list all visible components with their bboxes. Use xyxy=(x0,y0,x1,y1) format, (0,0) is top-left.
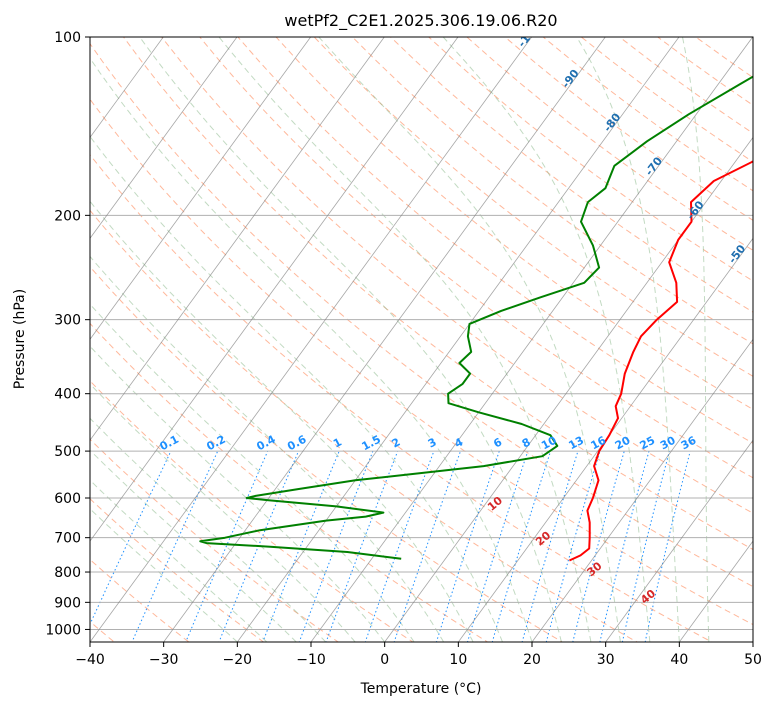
moist-adiabat-line xyxy=(90,383,356,642)
y-tick-label: 1000 xyxy=(45,622,81,638)
x-axis-ticks: −40 −30 −20 −10 0 10 20 30 40 50 xyxy=(75,642,762,668)
moist-adiabat-line xyxy=(90,345,386,642)
dry-adiabat-line xyxy=(90,42,753,588)
y-tick-label: 100 xyxy=(54,30,81,46)
moist-adiabats xyxy=(90,37,710,642)
moist-adiabat-line xyxy=(681,37,710,642)
plot-area: 0.10.20.40.611.52346810131620253036-100-… xyxy=(90,37,753,642)
x-tick-label: 10 xyxy=(449,652,467,668)
moist-adiabat-line xyxy=(90,303,415,642)
y-axis-ticks: 100 200 300 400 500 600 700 800 900 1000 xyxy=(45,30,90,638)
moist-adiabat-line xyxy=(218,37,592,642)
x-tick-label: 0 xyxy=(380,652,389,668)
moist-adiabat-line xyxy=(139,37,562,642)
y-tick-label: 300 xyxy=(54,313,81,329)
isotherm-line xyxy=(457,237,753,642)
isotherm-line xyxy=(90,37,459,542)
isobar-gridlines xyxy=(90,37,753,630)
isotherm-line xyxy=(90,37,238,240)
dry-adiabat-line xyxy=(90,265,564,642)
dry-adiabat-line xyxy=(275,37,753,411)
dry-adiabat-line xyxy=(90,153,713,642)
dry-adiabat-line xyxy=(160,37,753,514)
isotherm-line xyxy=(90,37,312,340)
x-tick-label: −40 xyxy=(75,652,105,668)
moist-adiabat-line xyxy=(90,57,533,642)
dry-adiabat-line xyxy=(90,498,265,642)
x-axis-label: Temperature (°C) xyxy=(360,681,482,697)
dry-adiabat-line xyxy=(237,37,753,444)
x-tick-label: 50 xyxy=(744,652,762,668)
isotherm-line xyxy=(236,37,680,642)
temperature-profile xyxy=(568,160,753,562)
y-tick-label: 700 xyxy=(54,531,81,547)
moist-adiabat-line xyxy=(90,255,445,642)
isotherm-line xyxy=(605,439,753,642)
isotherm-line xyxy=(163,37,606,642)
isotherm-line xyxy=(90,37,385,441)
mixing-ratio-label: 25 xyxy=(638,434,658,453)
isotherm-line xyxy=(678,540,753,642)
sounding-curves xyxy=(199,75,753,562)
x-tick-label: −30 xyxy=(149,652,179,668)
dry-adiabat-line xyxy=(90,98,753,626)
y-axis-label: Pressure (hPa) xyxy=(12,289,28,389)
dry-adiabat-line xyxy=(389,37,753,313)
dry-adiabat-line xyxy=(351,37,753,345)
y-tick-label: 800 xyxy=(54,565,81,581)
y-tick-label: 200 xyxy=(54,208,81,224)
x-tick-label: −20 xyxy=(223,652,253,668)
y-tick-label: 400 xyxy=(54,387,81,403)
dry-adiabat-line xyxy=(90,209,639,642)
moist-adiabat-line xyxy=(90,479,268,642)
moist-adiabat-line xyxy=(576,37,680,642)
mixing-ratio-label: 13 xyxy=(566,434,586,453)
x-tick-label: 40 xyxy=(670,652,688,668)
mixing-ratio-label: 30 xyxy=(658,434,678,453)
moist-adiabat-line xyxy=(90,200,474,642)
plot-frame xyxy=(89,36,754,643)
moist-adiabat-line xyxy=(90,449,297,642)
dry-adiabat-line xyxy=(90,322,489,642)
dewpoint-profile xyxy=(199,75,753,560)
mixing-ratio-label: 20 xyxy=(613,434,633,453)
mixing-ratio-label: 36 xyxy=(679,434,699,453)
mixing-ratio-label: 10 xyxy=(539,434,559,453)
isotherm-gridlines xyxy=(90,37,753,642)
x-tick-label: 30 xyxy=(597,652,615,668)
chart-title: wetPf2_C2E1.2025.306.19.06.R20 xyxy=(284,11,557,31)
x-tick-label: −10 xyxy=(296,652,326,668)
isotherm-line xyxy=(90,37,533,642)
isotherm-line xyxy=(384,136,753,642)
moist-adiabat-line xyxy=(442,37,651,642)
moist-adiabat-line xyxy=(90,135,503,642)
isotherm-line xyxy=(90,37,164,139)
moist-adiabat-line xyxy=(318,37,621,642)
isotherm-line xyxy=(310,37,753,642)
isotherm-line xyxy=(531,338,753,642)
y-tick-label: 600 xyxy=(54,491,81,507)
y-tick-label: 900 xyxy=(54,595,81,611)
y-tick-label: 500 xyxy=(54,444,81,460)
mixing-ratio-label: 16 xyxy=(589,434,609,453)
moist-adiabat-line xyxy=(90,508,238,642)
x-tick-label: 20 xyxy=(523,652,541,668)
dry-adiabat-line xyxy=(90,438,340,642)
